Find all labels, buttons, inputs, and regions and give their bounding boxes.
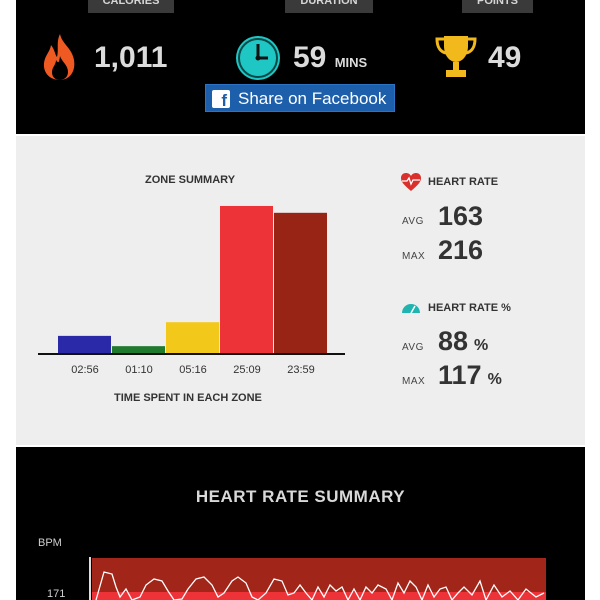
- hr-avg-label: AVG: [402, 216, 424, 227]
- tab-calories: CALORIES: [88, 0, 174, 13]
- bpm-tick-171: 171: [47, 588, 66, 600]
- zone-tick-label: 25:09: [233, 364, 261, 376]
- hrp-avg-value: 88: [438, 326, 469, 356]
- duration-unit: MINS: [334, 55, 368, 70]
- hr-zone-band-high: [92, 592, 546, 600]
- hrp-max-label: MAX: [402, 376, 426, 387]
- hr-summary-title: HEART RATE SUMMARY: [195, 487, 406, 506]
- hrp-max: 117%: [438, 361, 502, 394]
- hrp-max-value: 117: [438, 360, 482, 390]
- duration-value: 59 MINS: [293, 43, 367, 78]
- hr-max-value: 216: [438, 235, 484, 265]
- zone-bar-4: [220, 205, 273, 353]
- hr-line-chart: [92, 558, 546, 600]
- duration-number: 59: [293, 41, 327, 74]
- tab-points: POINTS: [462, 0, 533, 13]
- points-value: 49: [488, 41, 522, 74]
- heart-rate-summary-panel: HEART RATE SUMMARY BPM 171: [16, 447, 585, 600]
- hr-y-axis: [89, 557, 91, 600]
- hrp-avg: 88%: [438, 327, 488, 360]
- zone-summary-title: ZONE SUMMARY: [145, 174, 236, 186]
- heart-icon: [401, 173, 421, 191]
- heart-rate-pct-title: HEART RATE %: [428, 302, 511, 314]
- heart-rate-title: HEART RATE: [428, 176, 499, 188]
- zone-tick-label: 01:10: [125, 364, 153, 376]
- hrp-avg-unit: %: [474, 337, 489, 354]
- bpm-axis-label: BPM: [38, 537, 62, 549]
- zone-tick-label: 02:56: [71, 364, 99, 376]
- zone-chart: [38, 205, 345, 355]
- calories-value: 1,011: [94, 41, 168, 74]
- zone-tick-label: 05:16: [179, 364, 207, 376]
- zone-bar-5: [274, 212, 327, 353]
- gauge-icon: [402, 304, 420, 314]
- hr-trace: [95, 571, 545, 600]
- tab-duration: DURATION: [285, 0, 373, 13]
- fire-icon: [43, 34, 75, 80]
- hrp-avg-label: AVG: [402, 342, 424, 353]
- stats-panel: CALORIES DURATION POINTS 1,011 59 MINS 4…: [16, 0, 585, 134]
- zone-bar-1: [58, 335, 111, 353]
- clock-icon: [236, 36, 280, 80]
- zone-bar-3: [166, 322, 219, 353]
- hrp-max-unit: %: [487, 371, 502, 388]
- trophy-icon: [435, 36, 477, 77]
- hr-max-label: MAX: [402, 251, 426, 262]
- zone-tick-label: 23:59: [287, 364, 315, 376]
- zone-bar-2: [112, 346, 165, 353]
- share-facebook-button[interactable]: f Share on Facebook: [205, 84, 395, 112]
- facebook-icon: f: [212, 90, 230, 108]
- hr-avg-value: 163: [438, 201, 484, 231]
- share-facebook-label: Share on Facebook: [238, 89, 387, 108]
- zone-summary-panel: ZONE SUMMARY 02:56 01:10 05:16 25:09 23:59 T…: [16, 136, 585, 445]
- zone-xlabel: TIME SPENT IN EACH ZONE: [114, 392, 262, 404]
